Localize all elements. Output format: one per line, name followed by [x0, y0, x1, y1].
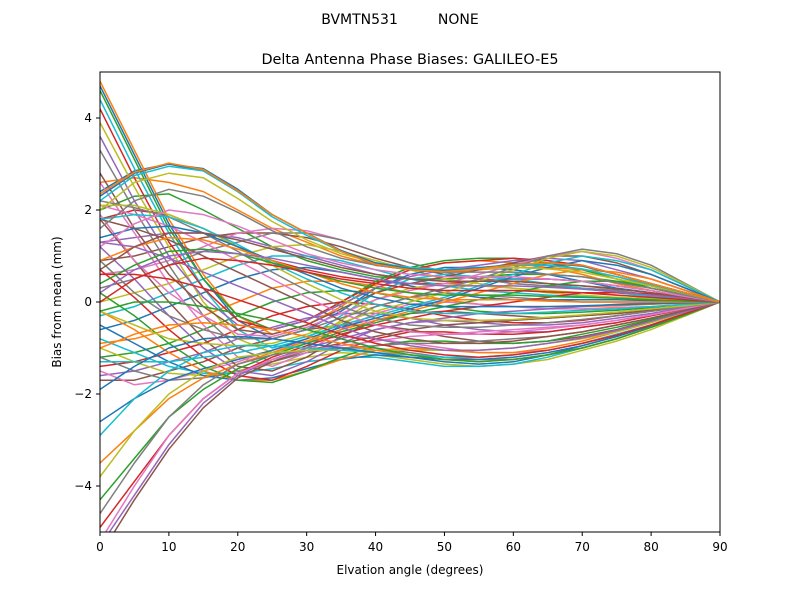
series-line-az270	[100, 241, 720, 352]
series-line-az200	[100, 259, 720, 423]
y-tick-label: −2	[74, 387, 92, 401]
y-axis-ticks: −4 −2 0 2 4	[74, 111, 100, 493]
x-tick-label: 90	[712, 540, 727, 554]
x-axis-label: Elvation angle (degrees)	[337, 563, 484, 577]
series-line-az305	[100, 236, 720, 303]
x-tick-label: 40	[368, 540, 383, 554]
x-tick-label: 70	[575, 540, 590, 554]
series-line-az280	[100, 204, 720, 335]
series-line-az330	[100, 209, 720, 303]
y-tick-label: 2	[84, 203, 92, 217]
figure-suptitle: BVMTN531 NONE	[321, 12, 478, 28]
series-line-az355	[100, 162, 720, 303]
series-line-az190	[100, 250, 720, 347]
suptitle-right: NONE	[438, 12, 479, 28]
series-line-az295	[100, 213, 720, 315]
series-line-az315	[100, 257, 720, 303]
x-tick-label: 30	[299, 540, 314, 554]
series-line-az195	[100, 255, 720, 363]
chart-title: Delta Antenna Phase Biases: GALILEO-E5	[261, 52, 558, 68]
x-tick-label: 20	[230, 540, 245, 554]
y-axis-label: Bias from mean (mm)	[50, 236, 64, 367]
y-tick-label: −4	[74, 479, 92, 493]
suptitle-left: BVMTN531	[321, 12, 398, 28]
x-tick-label: 80	[643, 540, 658, 554]
x-tick-label: 0	[96, 540, 104, 554]
x-tick-label: 60	[506, 540, 521, 554]
y-tick-label: 4	[84, 111, 92, 125]
series-line-az110	[100, 292, 720, 384]
series-line-az250	[100, 301, 720, 391]
series-line-az260	[100, 301, 720, 363]
y-tick-label: 0	[84, 295, 92, 309]
series-line-az050	[100, 266, 720, 331]
series-group	[100, 80, 720, 532]
series-line-az320	[100, 250, 720, 303]
series-line-az275	[100, 218, 720, 345]
series-line-az225	[113, 301, 720, 532]
x-tick-label: 50	[437, 540, 452, 554]
series-line-az180	[100, 214, 720, 338]
x-axis-ticks: 0 10 20 30 40 50 60 70 80 90	[96, 532, 728, 554]
series-line-az170	[100, 136, 720, 331]
series-line-az325	[100, 232, 720, 303]
series-line-az310	[100, 248, 720, 303]
series-line-az345	[100, 165, 720, 303]
series-line-az265	[100, 273, 720, 358]
x-tick-label: 10	[161, 540, 176, 554]
series-line-az210	[100, 280, 720, 501]
